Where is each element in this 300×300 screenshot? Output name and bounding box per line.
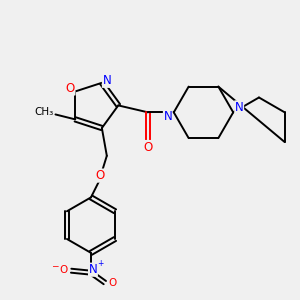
- Text: N: N: [164, 110, 172, 123]
- Text: N: N: [102, 74, 111, 87]
- Text: CH₃: CH₃: [34, 107, 53, 118]
- Text: +: +: [98, 259, 104, 268]
- Text: O: O: [95, 169, 104, 182]
- Text: N: N: [235, 101, 244, 114]
- Text: O: O: [143, 140, 153, 154]
- Text: O: O: [66, 82, 75, 95]
- Text: O: O: [109, 278, 117, 288]
- Text: O: O: [59, 265, 68, 275]
- Text: N: N: [88, 263, 97, 276]
- Text: −: −: [51, 261, 58, 270]
